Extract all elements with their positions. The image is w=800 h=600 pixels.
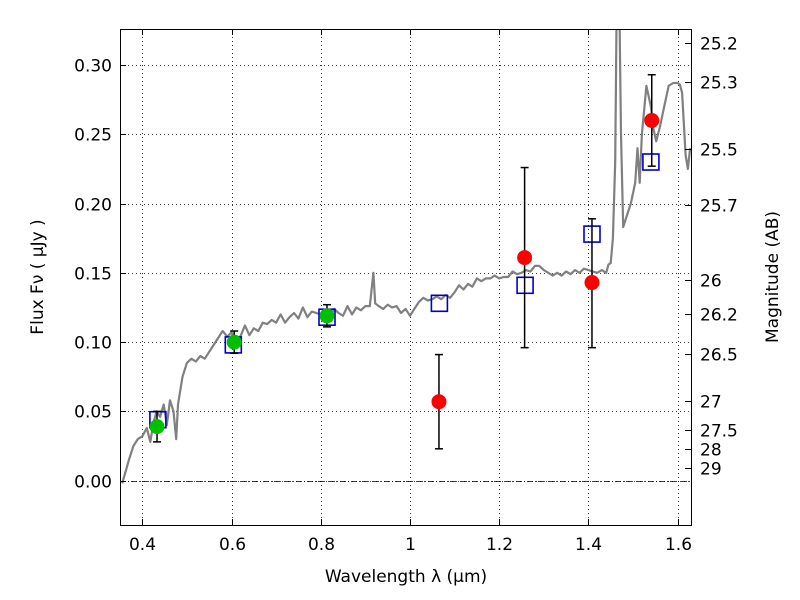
nir-point (517, 250, 533, 266)
nir-point (644, 112, 660, 128)
plot-frame (120, 29, 692, 526)
model-square (430, 294, 449, 313)
magnitude-tick-label: 26 (700, 272, 722, 292)
x-tick-label: 1.2 (486, 535, 513, 555)
x-tick-label: 1 (405, 535, 416, 555)
nir-point (584, 275, 600, 291)
magnitude-tick-label: 25.7 (700, 197, 738, 217)
x-tick-label: 0.8 (308, 535, 335, 555)
nir-point (431, 394, 447, 410)
magnitude-tick-label: 29 (700, 460, 722, 480)
y-tick-label: 0.00 (74, 473, 112, 493)
magnitude-tick-label: 26.2 (700, 306, 738, 326)
magnitude-tick-label: 26.5 (700, 346, 738, 366)
x-tick-label: 1.4 (575, 535, 602, 555)
spectrum-line (121, 29, 691, 484)
optical-point (319, 308, 335, 324)
axis-ticks: 0.4 0.6 0.8 1 1.2 1.4 1.6 0.00 0.05 0.10 0.15 0.20 0… (74, 29, 738, 555)
y-axis-label: Flux Fν ( μJy ) (28, 219, 48, 334)
magnitude-tick-label: 28 (700, 441, 722, 461)
x-tick-label: 0.4 (129, 535, 156, 555)
y-tick-label: 0.15 (74, 265, 112, 285)
right-axis-label: Magnitude (AB) (763, 211, 783, 343)
y-tick-label: 0.05 (74, 403, 112, 423)
magnitude-tick-label: 25.2 (700, 35, 738, 55)
optical-point (226, 334, 242, 350)
y-tick-label: 0.10 (74, 334, 112, 354)
y-tick-label: 0.30 (74, 57, 112, 77)
x-tick-label: 0.6 (219, 535, 246, 555)
x-axis-label: Wavelength λ (μm) (325, 567, 487, 587)
magnitude-tick-label: 27.5 (700, 422, 738, 442)
model-square (642, 153, 660, 171)
optical-point (149, 419, 165, 435)
y-tick-label: 0.20 (74, 196, 112, 216)
y-tick-label: 0.25 (74, 126, 112, 146)
magnitude-tick-label: 25.5 (700, 141, 738, 161)
magnitude-tick-label: 27 (700, 393, 722, 413)
plot-area (121, 29, 691, 484)
magnitude-tick-label: 25.3 (700, 74, 738, 94)
x-tick-label: 1.6 (665, 535, 692, 555)
